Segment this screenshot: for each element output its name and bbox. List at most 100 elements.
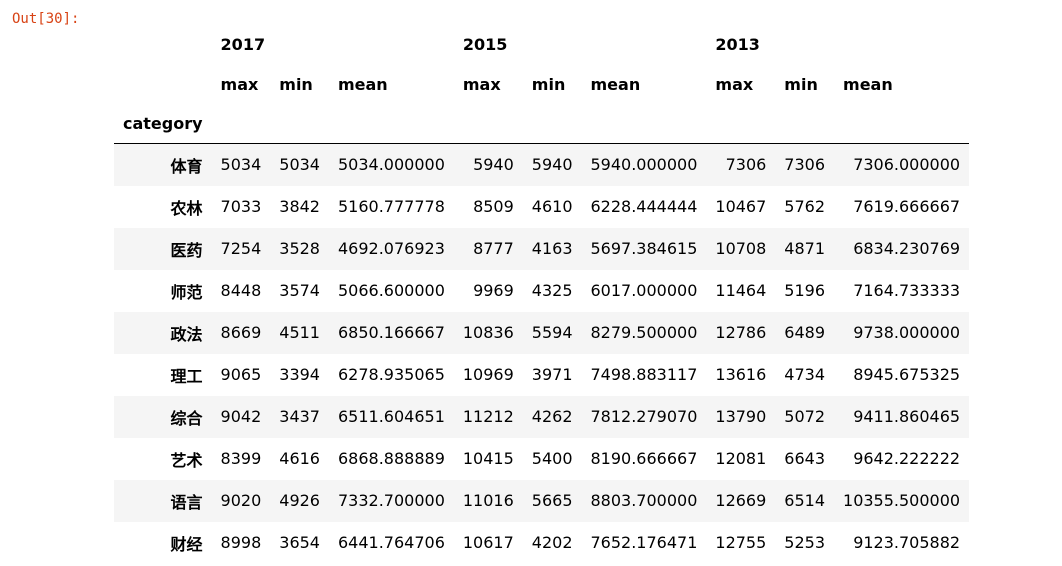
table-cell: 4202 xyxy=(531,533,573,552)
table-cell: 6868.888889 xyxy=(337,449,445,468)
table-cell: 3654 xyxy=(279,533,320,552)
table-cell: 13616 xyxy=(715,365,767,384)
table-cell: 5034.000000 xyxy=(337,155,445,175)
table-header: 2017 2015 2013 max min mean max min mean… xyxy=(114,25,970,144)
table-cell: 5034 xyxy=(220,155,262,175)
table-cell: 12786 xyxy=(715,323,767,342)
empty-header-cell xyxy=(834,104,970,144)
table-cell: 11212 xyxy=(462,407,514,426)
table-cell: 5400 xyxy=(531,449,573,468)
table-cell: 4511 xyxy=(279,323,320,342)
header-corner-cell xyxy=(114,25,212,65)
table-cell: 8399 xyxy=(220,449,262,468)
table-cell: 4734 xyxy=(784,365,826,384)
table-cell: 3574 xyxy=(279,281,320,300)
table-cell: 7306 xyxy=(725,155,767,175)
table-row: 师范 8448 3574 5066.600000 9969 4325 6017.000000… xyxy=(114,270,969,312)
table-cell: 8190.666667 xyxy=(590,449,698,468)
table-cell: 4616 xyxy=(279,449,320,468)
row-label: 理工 xyxy=(170,366,203,386)
stat-header: max xyxy=(220,74,259,94)
dataframe-table: 2017 2015 2013 max min mean max min mean… xyxy=(114,25,970,564)
table-cell: 8945.675325 xyxy=(853,365,961,384)
year-header: 2017 xyxy=(220,35,266,55)
stat-header: min xyxy=(279,74,313,94)
header-row-stats: max min mean max min mean max min mean xyxy=(114,65,969,105)
table-cell: 4871 xyxy=(784,239,826,258)
table-cell: 9969 xyxy=(473,281,514,300)
empty-header-cell xyxy=(453,104,523,144)
table-row: 综合 9042 3437 6511.604651 11212 4262 7812.27907… xyxy=(114,395,970,438)
year-header: 2013 xyxy=(715,35,760,55)
row-label: 语言 xyxy=(170,492,203,512)
table-cell: 6511.604651 xyxy=(337,407,445,426)
table-cell: 12081 xyxy=(715,449,767,468)
table-cell: 5034 xyxy=(279,155,320,175)
empty-header-cell xyxy=(706,104,776,144)
table-row: 理工 9065 3394 6278.935065 10969 3971 7498.88311… xyxy=(114,354,969,396)
table-cell: 11464 xyxy=(715,281,767,300)
table-cell: 6643 xyxy=(784,449,826,468)
table-cell: 9738.000000 xyxy=(853,323,961,342)
table-cell: 12669 xyxy=(715,491,767,510)
table-cell: 3528 xyxy=(279,239,320,258)
table-cell: 5940 xyxy=(531,155,573,175)
table-cell: 3842 xyxy=(279,197,320,216)
table-cell: 4692.076923 xyxy=(337,239,445,258)
table-cell: 8279.500000 xyxy=(590,323,698,342)
table-cell: 6441.764706 xyxy=(337,533,445,552)
table-cell: 7812.279070 xyxy=(590,407,698,426)
empty-header-cell xyxy=(328,104,454,144)
table-cell: 10836 xyxy=(462,323,514,342)
table-cell: 7164.733333 xyxy=(853,281,961,300)
table-cell: 6017.000000 xyxy=(590,281,698,300)
table-cell: 5594 xyxy=(531,323,573,342)
row-label: 医药 xyxy=(170,240,203,260)
table-cell: 5940 xyxy=(473,155,514,175)
table-cell: 12755 xyxy=(715,533,767,552)
table-cell: 3971 xyxy=(531,365,573,384)
header-row-index-name: category xyxy=(114,104,970,144)
table-row: 体育 5034 5034 5034.000000 5940 5940 5940.000000… xyxy=(114,143,970,186)
row-label: 师范 xyxy=(170,282,203,302)
row-label: 艺术 xyxy=(170,450,203,470)
table-cell: 4325 xyxy=(531,281,573,300)
table-cell: 8803.700000 xyxy=(590,491,698,510)
table-cell: 8998 xyxy=(220,533,262,552)
table-cell: 5762 xyxy=(784,197,826,216)
stat-header: min xyxy=(784,74,818,94)
stat-header: mean xyxy=(337,74,388,94)
row-label: 农林 xyxy=(170,198,203,218)
table-cell: 8509 xyxy=(473,197,514,216)
table-cell: 9020 xyxy=(220,491,262,510)
row-label: 体育 xyxy=(170,156,203,176)
table-cell: 5160.777778 xyxy=(337,197,445,216)
table-cell: 9065 xyxy=(220,365,262,384)
table-cell: 5253 xyxy=(784,533,826,552)
empty-header-cell xyxy=(522,104,582,144)
table-cell: 5697.384615 xyxy=(590,239,698,258)
table-cell: 4163 xyxy=(531,239,573,258)
header-row-years: 2017 2015 2013 xyxy=(114,25,969,65)
row-label: 财经 xyxy=(170,534,203,554)
table-cell: 6850.166667 xyxy=(337,323,445,342)
table-cell: 7498.883117 xyxy=(590,365,698,384)
table-cell: 5072 xyxy=(784,407,826,426)
table-cell: 7306 xyxy=(784,155,826,175)
table-cell: 4262 xyxy=(531,407,573,426)
table-cell: 11016 xyxy=(462,491,514,510)
table-cell: 9042 xyxy=(220,407,262,426)
table-cell: 10617 xyxy=(462,533,514,552)
stat-header: min xyxy=(531,74,566,94)
empty-header-cell xyxy=(775,104,835,144)
table-cell: 6834.230769 xyxy=(853,239,961,258)
table-cell: 13790 xyxy=(715,407,767,426)
table-cell: 8777 xyxy=(473,239,514,258)
row-label: 综合 xyxy=(170,408,203,428)
table-cell: 10969 xyxy=(462,365,514,384)
empty-header-cell xyxy=(581,104,707,144)
stat-header: mean xyxy=(843,74,893,94)
table-cell: 10355.500000 xyxy=(843,491,961,510)
table-row: 政法 8669 4511 6850.166667 10836 5594 8279.50000… xyxy=(114,311,970,354)
table-cell: 7254 xyxy=(220,239,262,258)
